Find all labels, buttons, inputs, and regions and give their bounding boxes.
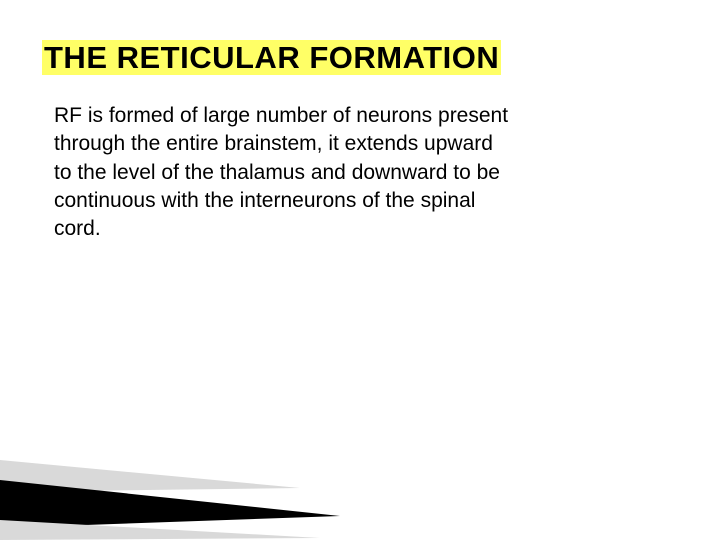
- slide-title: THE RETICULAR FORMATION: [42, 40, 501, 76]
- title-text: THE RETICULAR FORMATION: [42, 40, 501, 75]
- body-paragraph: RF is formed of large number of neurons …: [54, 102, 514, 244]
- corner-wedge-decoration: [0, 420, 720, 540]
- slide: THE RETICULAR FORMATION RF is formed of …: [0, 0, 720, 540]
- wedge-top-gray: [0, 460, 300, 492]
- wedge-middle-black: [0, 480, 340, 528]
- wedge-bottom-gray: [0, 520, 320, 540]
